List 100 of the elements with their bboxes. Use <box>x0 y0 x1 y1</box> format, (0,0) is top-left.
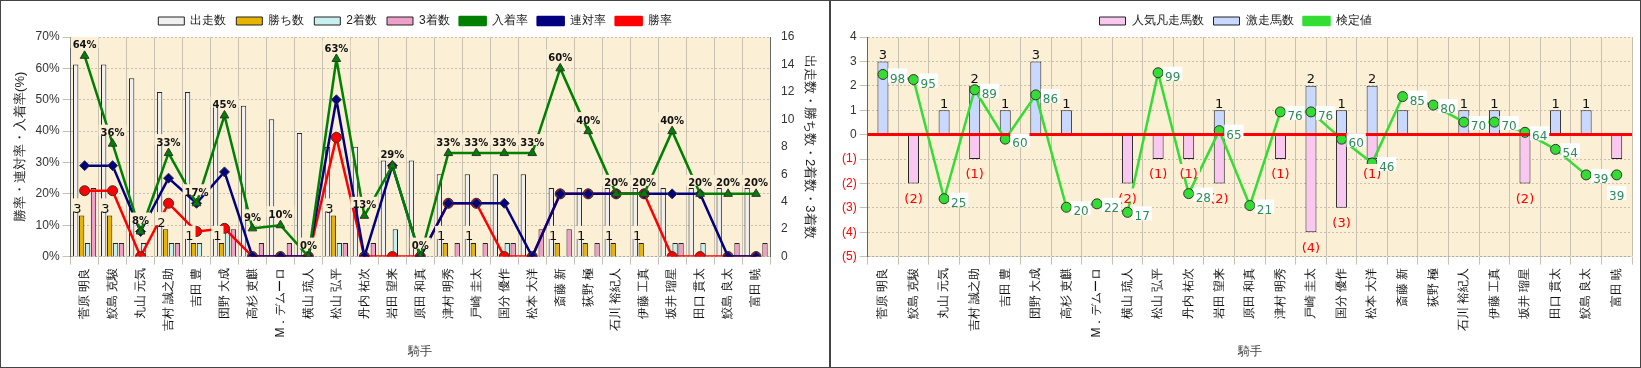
legend-label: 3着数 <box>419 13 450 28</box>
y-tick-label: 60% <box>35 60 60 75</box>
data-label: 1 <box>1337 95 1346 111</box>
data-label: 95 <box>920 76 936 91</box>
data-label: 76 <box>1317 109 1334 124</box>
y2-tick-label: 10 <box>781 111 795 126</box>
legend-label: 勝ち数 <box>268 13 305 28</box>
y2-axis-title: 出走数・勝ち数・2着数・3着数 <box>802 55 818 239</box>
y-tick-label: 20% <box>35 186 60 201</box>
data-label: 64 <box>1531 129 1548 144</box>
data-label: 9% <box>243 211 261 223</box>
x-tick-label: M．デムーロ <box>1089 267 1104 338</box>
data-label: 70 <box>1470 119 1487 134</box>
data-label: 33% <box>520 136 545 148</box>
x-tick-label: 斎藤 新 <box>552 267 567 307</box>
data-label: 17 <box>1134 209 1150 224</box>
x-tick-label: 荻野 極 <box>580 267 595 307</box>
data-label: (2) <box>1515 190 1535 206</box>
data-label: 33% <box>464 136 489 148</box>
data-label: 39 <box>1593 172 1609 187</box>
y-tick-label: 0 <box>849 126 857 141</box>
x-tick-label: 菅原 明良 <box>875 267 890 319</box>
x-tick-label: 横山 琉人 <box>300 267 315 319</box>
y-axis-title: 勝率・連対率・入着率(%) <box>12 71 28 222</box>
data-label: 1 <box>1582 95 1591 111</box>
x-tick-label: 丸山 元気 <box>132 267 147 319</box>
y-tick-label: (3) <box>841 200 857 215</box>
data-label: 20% <box>688 177 713 189</box>
x-tick-label: 団野 大成 <box>216 267 231 319</box>
data-label: 40% <box>660 114 685 126</box>
data-label: 1 <box>604 228 614 244</box>
data-label: 45% <box>212 99 237 111</box>
legend-label: 検定値 <box>1335 13 1372 28</box>
data-label: 98 <box>889 71 906 86</box>
y2-tick-label: 2 <box>781 221 789 236</box>
y-tick-label: 2 <box>849 78 857 93</box>
legend-label: 勝率 <box>647 13 672 28</box>
x-tick-label: 団野 大成 <box>1028 267 1043 319</box>
data-label: 25 <box>951 195 967 210</box>
data-label: 3 <box>1031 46 1040 62</box>
data-label: 8% <box>132 215 150 227</box>
x-tick-label: 丸山 元気 <box>936 267 951 319</box>
y2-tick-label: 4 <box>781 194 789 209</box>
data-label: 3 <box>878 46 888 62</box>
data-label: 36% <box>100 127 125 139</box>
x-tick-label: 富田 暁 <box>1609 267 1624 307</box>
data-label: 64% <box>72 39 97 51</box>
data-label: 39 <box>1609 189 1625 204</box>
x-tick-label: 吉村 誠之助 <box>966 267 981 331</box>
data-label: 1 <box>548 228 558 244</box>
data-label: 3 <box>101 200 110 216</box>
data-label: 54 <box>1562 146 1578 161</box>
x-tick-label: 伊藤 工真 <box>1486 267 1501 319</box>
x-tick-label: 国分 優作 <box>496 267 511 319</box>
y-tick-label: (2) <box>841 175 857 190</box>
data-label: 21 <box>1256 202 1273 217</box>
y-tick-label: 30% <box>35 154 60 169</box>
data-label: (1) <box>1271 166 1290 182</box>
x-axis-title: 騎手 <box>1236 344 1262 359</box>
y-tick-label: 4 <box>849 29 857 44</box>
legend-label: 激走馬数 <box>1245 13 1294 28</box>
data-label: 1 <box>632 228 642 244</box>
data-label: 80 <box>1440 102 1456 117</box>
data-label: 60% <box>548 51 573 63</box>
y2-tick-label: 12 <box>781 84 795 99</box>
y-tick-label: 40% <box>35 123 60 138</box>
data-label: 60 <box>1012 136 1028 151</box>
data-label: 65 <box>1226 127 1242 142</box>
data-label: 1 <box>1551 95 1560 111</box>
data-label: 2 <box>1306 71 1316 87</box>
data-label: 46 <box>1379 160 1395 175</box>
x-tick-label: 鮫島 克駿 <box>104 267 119 319</box>
y-tick-label: 50% <box>35 92 60 107</box>
y2-tick-label: 16 <box>781 29 795 44</box>
x-tick-label: 松本 大洋 <box>524 267 539 319</box>
data-label: 20% <box>632 177 657 189</box>
data-label: 76 <box>1287 109 1303 124</box>
data-label: 1 <box>576 228 586 244</box>
data-label: 89 <box>981 86 997 101</box>
y2-tick-label: 6 <box>781 166 789 181</box>
x-tick-label: 津村 明秀 <box>1272 267 1287 319</box>
x-tick-label: 斎藤 新 <box>1395 267 1410 307</box>
x-tick-label: 原田 和真 <box>412 267 427 319</box>
x-tick-label: 松山 弘平 <box>328 267 343 319</box>
data-label: 86 <box>1042 92 1059 107</box>
legend-label: 出走数 <box>190 13 227 28</box>
legend-label: 連対率 <box>569 13 606 28</box>
data-label: 1 <box>939 95 949 111</box>
data-label: 10% <box>268 208 293 220</box>
x-tick-label: 吉村 誠之助 <box>160 267 175 331</box>
x-tick-label: 丹内 祐次 <box>356 267 371 319</box>
data-label: 1 <box>1001 95 1010 111</box>
data-label: 22 <box>1103 200 1120 215</box>
y-tick-label: 10% <box>35 217 60 232</box>
data-label: 1 <box>1062 95 1071 111</box>
data-label: 33% <box>436 136 461 148</box>
x-tick-label: M．デムーロ <box>272 267 287 338</box>
data-label: (4) <box>1301 239 1321 255</box>
data-label: 99 <box>1165 69 1181 84</box>
data-label: (3) <box>1332 215 1351 231</box>
